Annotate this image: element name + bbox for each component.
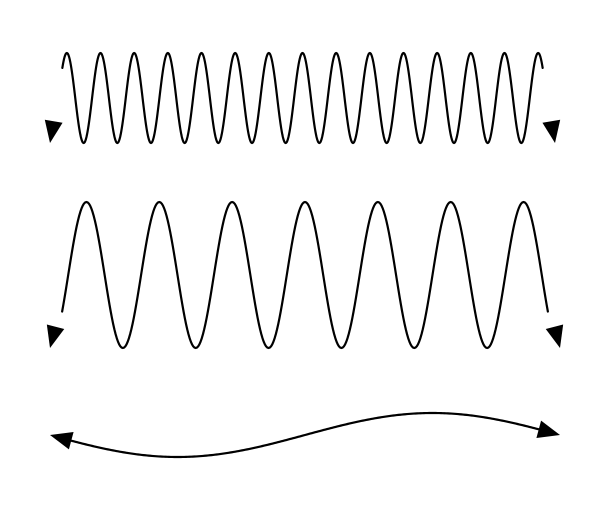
wave-path: [62, 202, 548, 348]
wave-high-freq: [45, 53, 560, 143]
arrow-head: [546, 324, 563, 348]
arrow-head: [542, 120, 560, 143]
arrow-head: [50, 432, 74, 449]
wave-path: [62, 53, 542, 143]
wave-mid-freq: [47, 202, 563, 348]
arrow-head: [536, 421, 560, 438]
wave-path: [62, 413, 548, 457]
arrow-head: [47, 324, 64, 348]
wave-low-freq: [50, 413, 560, 457]
wave-diagram: [0, 0, 600, 516]
arrow-head: [45, 120, 63, 143]
